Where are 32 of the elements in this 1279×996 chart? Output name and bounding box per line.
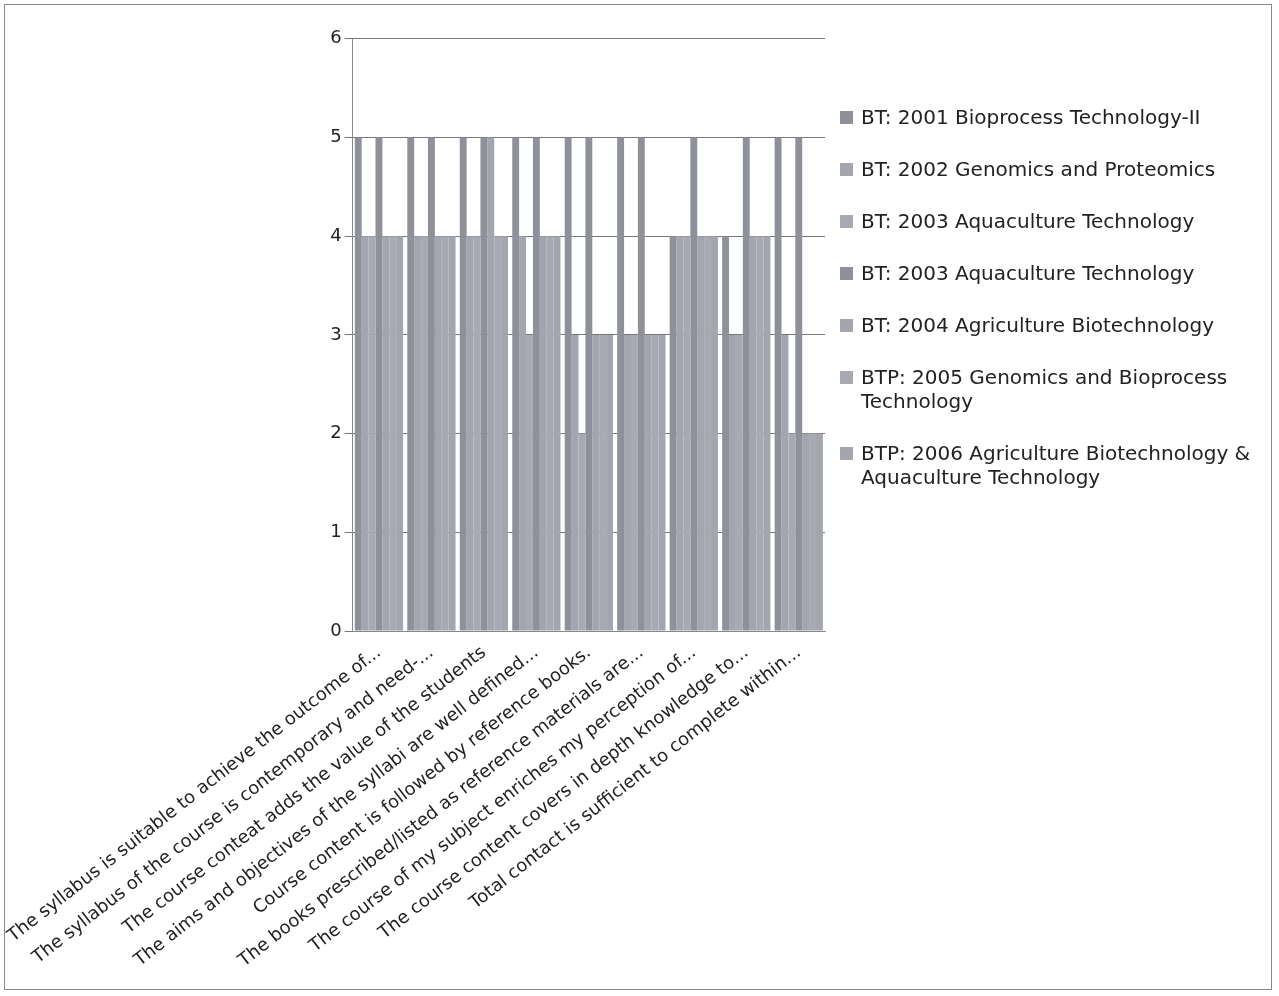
legend-label: BT: 2003 Aquaculture Technology <box>861 261 1195 285</box>
legend-label: BT: 2003 Aquaculture Technology <box>861 209 1195 233</box>
bar <box>774 137 782 631</box>
legend-label: BTP: 2006 Agriculture Biotechnology & Aquaculture Technology <box>861 441 1252 489</box>
y-tick-label: 3 <box>330 322 342 344</box>
bar <box>585 137 593 631</box>
bar <box>512 137 520 631</box>
bar <box>480 137 488 631</box>
bar <box>637 137 645 631</box>
legend-label: BTP: 2005 Genomics and Bioprocess Technology <box>861 365 1229 413</box>
y-tick-label: 0 <box>330 618 342 640</box>
bar <box>669 236 677 631</box>
bar <box>722 236 730 631</box>
bar <box>407 137 415 631</box>
bar <box>742 137 750 631</box>
bar <box>375 137 383 631</box>
bar <box>564 137 572 631</box>
y-tick-label: 5 <box>330 125 342 147</box>
legend-label: BT: 2001 Bioprocess Technology-II <box>861 105 1201 129</box>
bar <box>617 137 625 631</box>
bar <box>427 137 435 631</box>
y-tick-label: 1 <box>330 520 342 541</box>
legend-label: BT: 2004 Agriculture Biotechnology <box>861 313 1215 337</box>
legend-label: BT: 2002 Genomics and Proteomics <box>861 157 1216 181</box>
bar <box>354 137 362 631</box>
bar <box>459 137 467 631</box>
y-tick-label: 2 <box>330 421 342 443</box>
bar <box>795 137 803 631</box>
y-tick-label: 6 <box>330 26 342 48</box>
bar <box>532 137 540 631</box>
bar <box>690 137 698 631</box>
y-tick-label: 4 <box>330 223 342 245</box>
